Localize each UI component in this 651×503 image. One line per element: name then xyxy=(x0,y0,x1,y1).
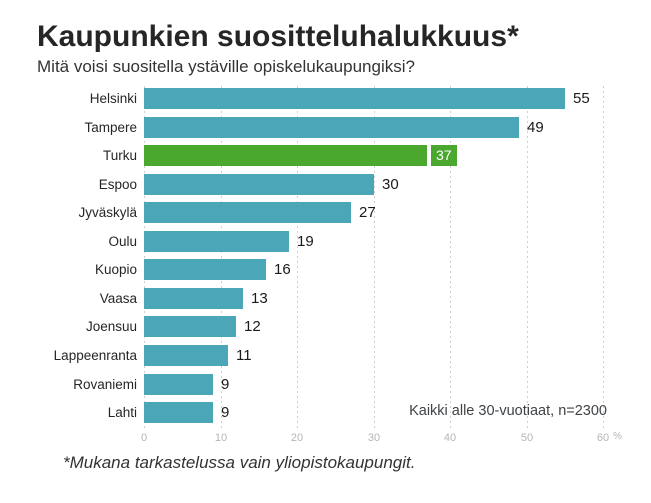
bar-lappeenranta xyxy=(144,345,228,366)
bar-kuopio xyxy=(144,259,266,280)
gridline-30 xyxy=(374,86,375,430)
x-tick-label-60: 60 xyxy=(596,432,610,444)
category-label-vaasa: Vaasa xyxy=(99,291,137,306)
category-label-joensuu: Joensuu xyxy=(85,319,137,334)
x-tick-label-30: 30 xyxy=(367,432,381,444)
x-tick-label-50: 50 xyxy=(520,432,534,444)
gridline-10 xyxy=(221,86,222,430)
category-label-lahti: Lahti xyxy=(107,405,137,420)
value-label-vaasa: 13 xyxy=(251,290,268,307)
value-label-kuopio: 16 xyxy=(274,261,291,278)
category-label-oulu: Oulu xyxy=(108,234,137,249)
category-label-lappeenranta: Lappeenranta xyxy=(53,348,137,363)
gridline-60 xyxy=(603,86,604,430)
gridline-40 xyxy=(450,86,451,430)
category-label-tampere: Tampere xyxy=(84,120,137,135)
value-label-lappeenranta: 11 xyxy=(236,347,252,364)
value-label-joensuu: 12 xyxy=(244,318,261,335)
bar-vaasa xyxy=(144,288,243,309)
gridline-20 xyxy=(297,86,298,430)
bar-joensuu xyxy=(144,316,236,337)
bar-lahti xyxy=(144,402,213,423)
value-label-tampere: 49 xyxy=(527,119,544,136)
x-axis-unit-label: % xyxy=(613,431,622,442)
x-tick-label-40: 40 xyxy=(443,432,457,444)
x-tick-label-20: 20 xyxy=(290,432,304,444)
category-label-espoo: Espoo xyxy=(98,177,137,192)
value-label-oulu: 19 xyxy=(297,233,314,250)
value-label-rovaniemi: 9 xyxy=(221,376,230,393)
chart-subtitle: Mitä voisi suositella ystäville opiskelu… xyxy=(37,57,415,76)
bar-helsinki xyxy=(144,88,565,109)
value-label-espoo: 30 xyxy=(382,176,399,193)
sample-annotation: Kaikki alle 30-vuotiaat, n=2300 xyxy=(409,403,607,419)
footnote: *Mukana tarkastelussa vain yliopistokaup… xyxy=(63,453,416,472)
category-label-kuopio: Kuopio xyxy=(94,262,137,277)
chart-title: Kaupunkien suositteluhalukkuus* xyxy=(37,20,519,53)
value-label-lahti: 9 xyxy=(221,404,230,421)
value-label-jyväskylä: 27 xyxy=(359,204,376,221)
gridline-0 xyxy=(144,86,145,430)
value-label-helsinki: 55 xyxy=(573,90,590,107)
category-label-rovaniemi: Rovaniemi xyxy=(73,377,137,392)
category-label-turku: Turku xyxy=(102,148,137,163)
bar-jyväskylä xyxy=(144,202,351,223)
category-label-helsinki: Helsinki xyxy=(89,91,137,106)
bar-oulu xyxy=(144,231,289,252)
bar-rovaniemi xyxy=(144,374,213,395)
value-label-turku: 37 xyxy=(431,145,457,166)
x-tick-label-0: 0 xyxy=(140,432,148,444)
gridline-50 xyxy=(527,86,528,430)
category-label-jyväskylä: Jyväskylä xyxy=(78,205,137,220)
bar-espoo xyxy=(144,174,374,195)
bar-tampere xyxy=(144,117,519,138)
x-tick-label-10: 10 xyxy=(214,432,228,444)
bar-highlight-turku xyxy=(144,145,427,166)
